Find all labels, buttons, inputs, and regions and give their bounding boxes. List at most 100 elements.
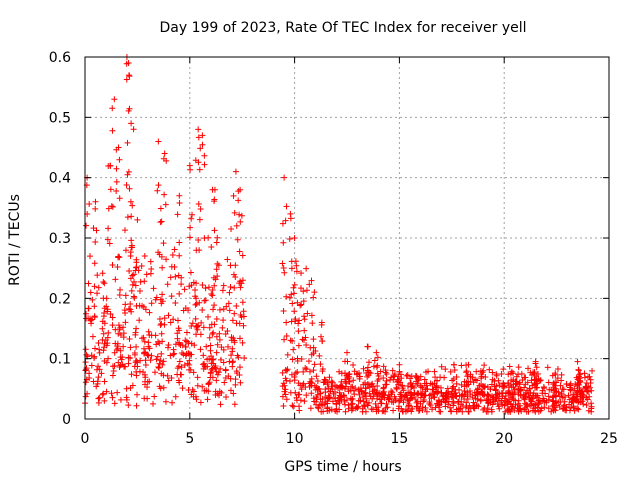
data-point-528 (204, 356, 211, 363)
data-point-612 (283, 367, 290, 374)
data-point-319 (158, 300, 165, 307)
data-point-847 (417, 400, 424, 407)
data-point-1790 (574, 383, 581, 390)
data-point-1763 (465, 361, 472, 368)
data-point-168 (93, 383, 100, 390)
data-point-1741 (375, 376, 382, 383)
data-point-1644 (161, 150, 168, 157)
data-point-1320 (505, 380, 512, 387)
data-point-1511 (548, 386, 555, 393)
data-point-499 (144, 384, 151, 391)
data-point-1707 (287, 210, 294, 217)
data-point-329 (146, 309, 153, 316)
data-point-416 (88, 316, 95, 323)
data-point-1640 (161, 191, 168, 198)
data-point-1679 (211, 186, 218, 193)
data-point-1077 (383, 377, 390, 384)
data-point-1510 (380, 384, 387, 391)
data-point-1515 (369, 388, 376, 395)
data-point-453 (141, 371, 148, 378)
data-point-1729 (366, 359, 373, 366)
data-point-1559 (419, 404, 426, 411)
data-point-1040 (382, 381, 389, 388)
data-point-433 (106, 240, 113, 247)
data-point-200 (222, 331, 229, 338)
data-point-181 (148, 266, 155, 273)
data-point-1701 (286, 294, 293, 301)
data-point-1281 (343, 380, 350, 387)
data-point-1246 (471, 389, 478, 396)
data-point-1637 (155, 138, 162, 145)
data-point-503 (188, 351, 195, 358)
data-point-1620 (130, 126, 137, 133)
data-point-412 (87, 317, 94, 324)
data-point-187 (137, 278, 144, 285)
data-point-1526 (337, 393, 344, 400)
data-point-419 (232, 376, 239, 383)
data-point-1439 (509, 403, 516, 410)
data-point-1258 (393, 384, 400, 391)
data-point-1627 (132, 282, 139, 289)
data-point-237 (165, 377, 172, 384)
data-point-1636 (154, 187, 161, 194)
data-point-1321 (485, 400, 492, 407)
data-point-1613 (123, 76, 130, 83)
data-point-710 (477, 396, 484, 403)
data-point-1280 (450, 400, 457, 407)
data-point-1562 (570, 403, 577, 410)
data-point-1012 (337, 383, 344, 390)
data-point-629 (296, 403, 303, 410)
data-point-1266 (527, 389, 534, 396)
data-point-335 (164, 281, 171, 288)
data-point-1459 (338, 378, 345, 385)
data-point-1429 (491, 378, 498, 385)
data-point-1700 (281, 174, 288, 181)
data-point-506 (115, 330, 122, 337)
data-point-1272 (517, 406, 524, 413)
data-point-281 (134, 391, 141, 398)
data-point-209 (228, 352, 235, 359)
data-point-138 (157, 322, 164, 329)
data-point-391 (177, 341, 184, 348)
data-point-1499 (575, 398, 582, 405)
data-point-514 (201, 363, 208, 370)
data-point-1426 (370, 393, 377, 400)
data-point-110 (188, 323, 195, 330)
data-point-1514 (396, 398, 403, 405)
data-point-197 (158, 218, 165, 225)
data-point-328 (188, 340, 195, 347)
data-point-1575 (92, 238, 99, 245)
data-point-1431 (492, 386, 499, 393)
data-point-64 (204, 396, 211, 403)
data-point-493 (178, 364, 185, 371)
data-point-340 (230, 390, 237, 397)
data-point-1561 (534, 392, 541, 399)
data-point-1770 (480, 367, 487, 374)
data-point-496 (209, 330, 216, 337)
y-axis-label: ROTI / TECUs (7, 194, 23, 286)
data-point-466 (205, 284, 212, 291)
data-point-1332 (407, 379, 414, 386)
data-point-1508 (456, 392, 463, 399)
data-point-104 (217, 356, 224, 363)
data-point-355 (207, 342, 214, 349)
data-point-1597 (116, 195, 123, 202)
data-point-1656 (189, 211, 196, 218)
data-point-1733 (365, 372, 372, 379)
data-point-1254 (506, 384, 513, 391)
data-point-227 (116, 326, 123, 333)
data-point-526 (192, 393, 199, 400)
data-point-1718 (316, 352, 323, 359)
y-tick-label-1: 0.1 (49, 352, 71, 368)
data-point-470 (240, 322, 247, 329)
data-point-222 (222, 375, 229, 382)
data-point-604 (298, 270, 305, 277)
data-point-208 (103, 295, 110, 302)
data-point-1288 (329, 398, 336, 405)
data-point-99 (229, 358, 236, 365)
data-point-1294 (359, 394, 366, 401)
data-point-1669 (201, 161, 208, 168)
data-point-46 (133, 325, 140, 332)
data-point-354 (168, 293, 175, 300)
data-point-1712 (292, 316, 299, 323)
